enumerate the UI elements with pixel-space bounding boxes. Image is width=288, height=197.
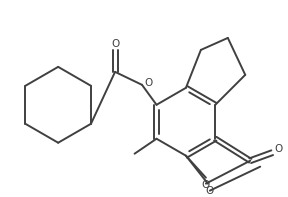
Text: O: O [206, 186, 214, 196]
Text: O: O [202, 180, 210, 190]
Text: O: O [274, 144, 282, 154]
Text: O: O [111, 39, 119, 49]
Text: O: O [145, 78, 153, 88]
